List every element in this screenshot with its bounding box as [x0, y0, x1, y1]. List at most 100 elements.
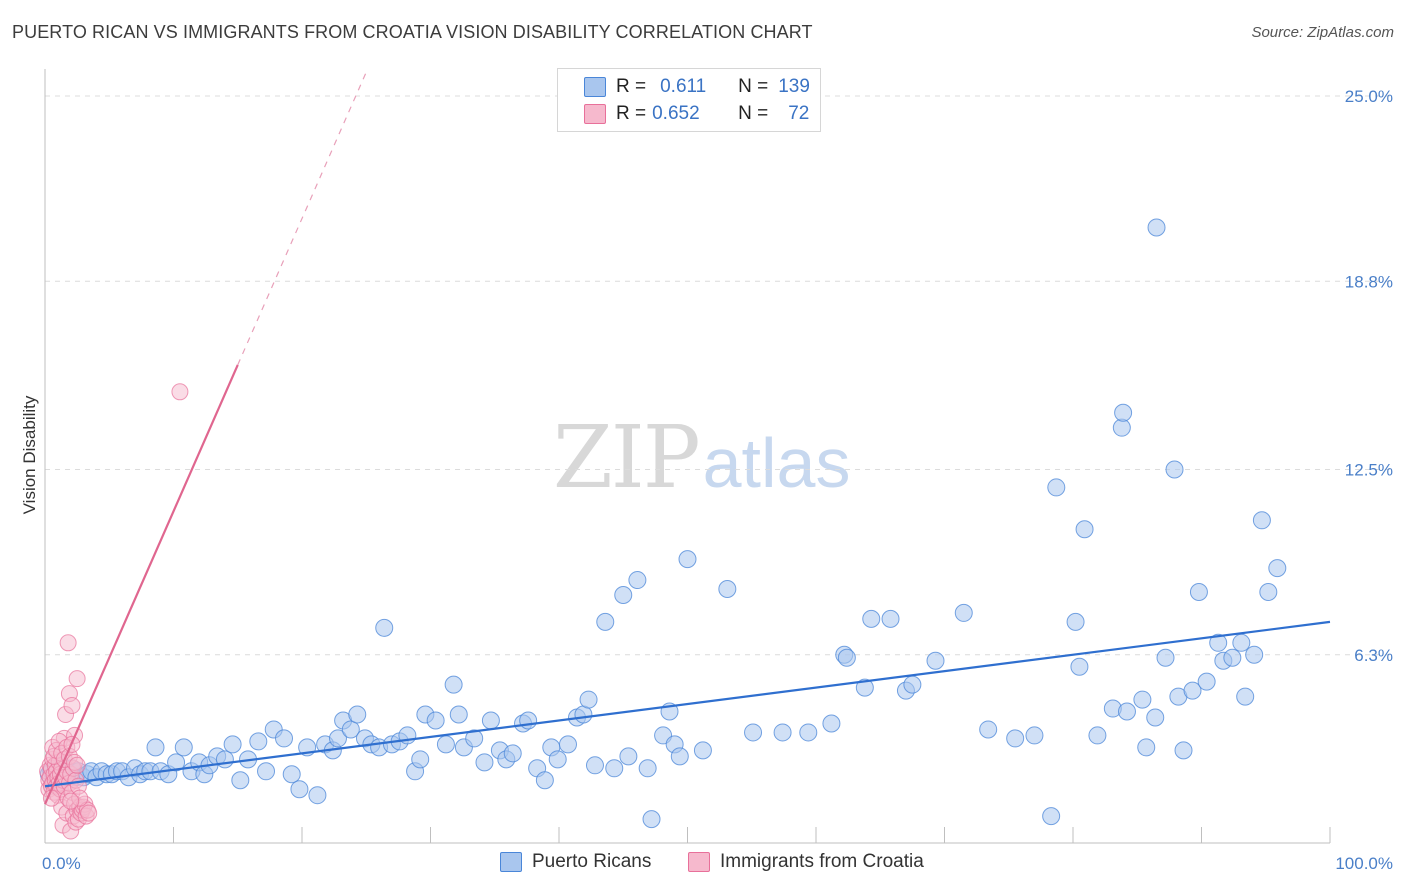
- puerto-rican-point: [1223, 648, 1242, 667]
- puerto-rican-point: [1112, 418, 1131, 437]
- legend-item-croatia: Immigrants from Croatia: [688, 851, 924, 873]
- puerto-rican-point: [1189, 583, 1208, 602]
- puerto-rican-point: [744, 723, 763, 742]
- puerto-rican-point: [1146, 708, 1165, 727]
- puerto-rican-point: [249, 732, 268, 751]
- puerto-rican-point: [449, 705, 468, 724]
- puerto-rican-point: [1268, 559, 1287, 578]
- legend-label: Puerto Ricans: [532, 851, 652, 872]
- puerto-rican-point: [619, 747, 638, 766]
- puerto-rican-point: [282, 765, 301, 784]
- puerto-rican-point: [678, 550, 697, 569]
- watermark-atlas: atlas: [702, 424, 851, 502]
- pink-swatch-icon: [688, 852, 710, 872]
- zipatlas-watermark: ZIPatlas: [553, 408, 850, 508]
- puerto-rican-point: [628, 571, 647, 590]
- puerto-rican-point: [1114, 403, 1133, 422]
- puerto-rican-point: [579, 690, 598, 709]
- legend-r-key: R =: [616, 76, 647, 97]
- puerto-rican-point: [548, 750, 567, 769]
- puerto-rican-point: [1252, 511, 1271, 530]
- puerto-rican-point: [979, 720, 998, 739]
- blue-swatch-icon: [500, 852, 522, 872]
- puerto-rican-point: [574, 705, 593, 724]
- puerto-rican-point: [1088, 726, 1107, 745]
- puerto-rican-point: [837, 648, 856, 667]
- puerto-rican-point: [585, 756, 604, 775]
- puerto-rican-point: [465, 729, 484, 748]
- puerto-rican-point: [348, 705, 367, 724]
- correlation-legend: R = 0.611 N = 139 R = 0.652 N = 72: [557, 68, 821, 132]
- legend-label: Immigrants from Croatia: [720, 851, 924, 872]
- puerto-rican-point: [275, 729, 294, 748]
- puerto-rican-point: [341, 720, 360, 739]
- puerto-rican-point: [475, 753, 494, 772]
- puerto-rican-point: [519, 711, 538, 730]
- croatia-point: [171, 383, 189, 401]
- puerto-rican-point: [614, 585, 633, 604]
- puerto-rican-point: [1137, 738, 1156, 757]
- puerto-rican-point: [308, 786, 327, 805]
- puerto-rican-point: [642, 810, 661, 829]
- puerto-rican-point: [954, 603, 973, 622]
- puerto-rican-point: [1183, 681, 1202, 700]
- puerto-rican-point: [257, 762, 276, 781]
- chart-title: PUERTO RICAN VS IMMIGRANTS FROM CROATIA …: [12, 22, 813, 42]
- puerto-rican-point: [799, 723, 818, 742]
- puerto-rican-point: [1025, 726, 1044, 745]
- puerto-rican-point: [426, 711, 445, 730]
- watermark-zip: ZIP: [553, 408, 701, 508]
- puerto-rican-point: [1245, 645, 1264, 664]
- croatia-point: [68, 756, 86, 774]
- puerto-rican-point: [1075, 520, 1094, 539]
- x-tick-label-min: 0.0%: [42, 854, 81, 873]
- puerto-rican-point: [596, 612, 615, 631]
- legend-row-puerto-ricans: R = 0.611 N = 139: [558, 73, 810, 101]
- puerto-rican-point: [375, 618, 394, 637]
- puerto-rican-point: [1232, 633, 1251, 652]
- puerto-rican-point: [862, 609, 881, 628]
- legend-n-key: N =: [738, 76, 769, 97]
- puerto-rican-point: [1197, 672, 1216, 691]
- croatia-trend-extension: [237, 71, 367, 366]
- y-tick-label: 18.8%: [1345, 272, 1393, 291]
- y-tick-label: 12.5%: [1345, 461, 1393, 480]
- puerto-rican-point: [444, 675, 463, 694]
- legend-r-key: R =: [616, 103, 647, 124]
- source-label: Source: ZipAtlas.com: [1251, 24, 1394, 41]
- puerto-rican-point: [1047, 478, 1066, 497]
- croatia-point: [59, 634, 77, 652]
- legend-n-value: 139: [778, 76, 810, 97]
- puerto-rican-point: [223, 735, 242, 754]
- legend-row-croatia: R = 0.652 N = 72: [558, 100, 809, 128]
- puerto-rican-point: [1209, 633, 1228, 652]
- legend-r-value: 0.611: [660, 76, 707, 97]
- puerto-rican-point: [1156, 648, 1175, 667]
- puerto-rican-point: [167, 753, 186, 772]
- puerto-rican-point: [1070, 657, 1089, 676]
- pink-swatch-icon: [584, 104, 606, 124]
- puerto-rican-point: [481, 711, 500, 730]
- puerto-rican-point: [693, 741, 712, 760]
- x-tick-label-max: 100.0%: [1335, 854, 1393, 873]
- legend-item-puerto-ricans: Puerto Ricans: [500, 851, 651, 873]
- puerto-rican-point: [605, 759, 624, 778]
- puerto-rican-point: [558, 735, 577, 754]
- legend-n-key: N =: [738, 103, 769, 124]
- croatia-point: [63, 697, 81, 715]
- blue-swatch-icon: [584, 77, 606, 97]
- series-legend: Puerto Ricans Immigrants from Croatia: [0, 851, 1406, 877]
- puerto-rican-point: [1165, 460, 1184, 479]
- puerto-rican-point: [903, 675, 922, 694]
- puerto-rican-point: [146, 738, 165, 757]
- croatia-point: [62, 792, 80, 810]
- puerto-rican-point: [718, 580, 737, 599]
- puerto-rican-point: [1259, 583, 1278, 602]
- puerto-rican-point: [411, 750, 430, 769]
- puerto-rican-point: [1006, 729, 1025, 748]
- puerto-rican-point: [1147, 218, 1166, 237]
- puerto-rican-point: [231, 771, 250, 790]
- croatia-point: [68, 670, 86, 688]
- puerto-rican-point: [436, 735, 455, 754]
- puerto-rican-point: [855, 678, 874, 697]
